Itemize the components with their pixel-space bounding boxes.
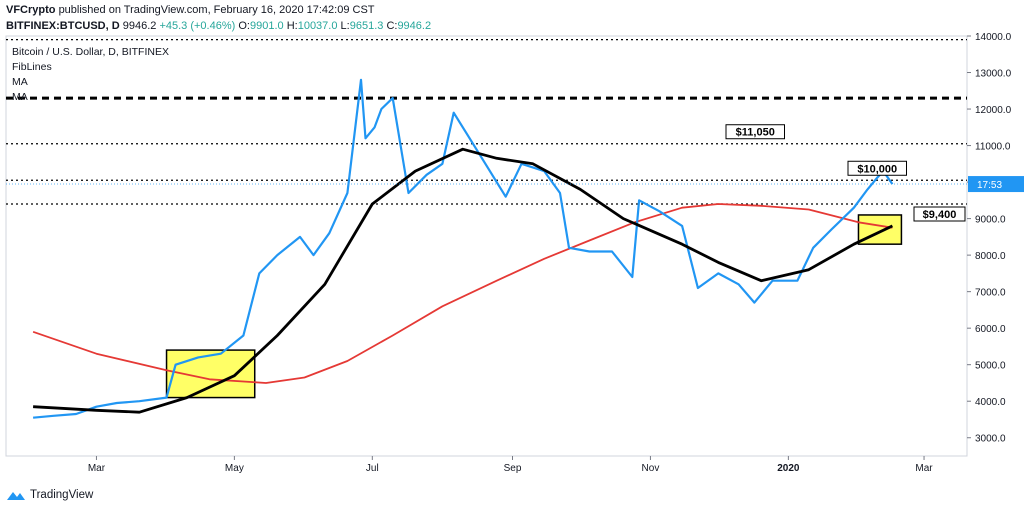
fib-label-box [725, 124, 785, 140]
y-tick-label: 9000.0 [975, 215, 1006, 226]
legend-ma-1[interactable]: MA [12, 76, 28, 88]
x-tick-label: May [225, 463, 244, 474]
x-tick-label: Sep [504, 463, 522, 474]
footer: TradingView [6, 488, 93, 502]
low-label: L: [340, 20, 350, 32]
y-tick-label: 8000.0 [975, 251, 1006, 262]
close-value: 9946.2 [397, 20, 432, 32]
x-tick-label: Jul [366, 463, 379, 474]
close-label: C: [386, 20, 398, 32]
open-value: 9901.0 [249, 20, 284, 32]
publish-line: VFCrypto published on TradingView.com, F… [6, 4, 375, 16]
y-tick-label: 11000.0 [975, 142, 1011, 153]
high-label: H: [286, 20, 298, 32]
y-tick-label: 3000.0 [975, 434, 1006, 445]
legend-ma-2[interactable]: MA [12, 91, 28, 103]
current-price-tag [968, 176, 1024, 193]
y-tick-label: 13000.0 [975, 69, 1012, 80]
fib-label: $9,400 [923, 209, 957, 221]
low-value: 9651.3 [349, 20, 384, 32]
fib-label-box [913, 206, 966, 222]
y-tick-label: 14000.0 [975, 32, 1012, 43]
last-price: 9946.2 [122, 20, 157, 32]
high-value: 10037.0 [297, 20, 338, 32]
footer-brand: TradingView [30, 489, 94, 501]
y-tick-label: 7000.0 [975, 288, 1006, 299]
y-tick-label: 4000.0 [975, 397, 1006, 408]
legend-title: Bitcoin / U.S. Dollar, D, BITFINEX [12, 46, 169, 58]
y-tick-label: 6000.0 [975, 324, 1006, 335]
plot-frame [5, 35, 968, 457]
x-tick-label: Nov [642, 463, 660, 474]
current-price-tag-label: 17:53 [977, 180, 1002, 191]
x-tick-label: Mar [88, 463, 106, 474]
fib-label: $11,050 [736, 127, 775, 139]
symbol-label: BITFINEX:BTCUSD, D [6, 20, 120, 32]
ma-slow-line [32, 203, 893, 384]
ma-fast-line [33, 147, 894, 414]
ohlc-line: BITFINEX:BTCUSD, D 9946.2 +45.3 (+0.46%)… [6, 20, 431, 32]
fib-label-box [847, 160, 907, 176]
x-tick-label: Mar [915, 463, 933, 474]
y-tick-label: 5000.0 [975, 361, 1006, 372]
legend-fiblines[interactable]: FibLines [12, 61, 52, 73]
tradingview-logo-icon [7, 492, 25, 500]
publish-info: published on TradingView.com, February 1… [58, 4, 375, 16]
x-tick-label: 2020 [777, 463, 800, 474]
price-line [32, 78, 894, 419]
price-change: +45.3 (+0.46%) [159, 20, 236, 32]
fib-label: $10,000 [857, 163, 897, 175]
y-tick-label: 12000.0 [975, 105, 1012, 116]
open-label: O: [238, 20, 250, 32]
author-name: VFCrypto [6, 4, 56, 16]
